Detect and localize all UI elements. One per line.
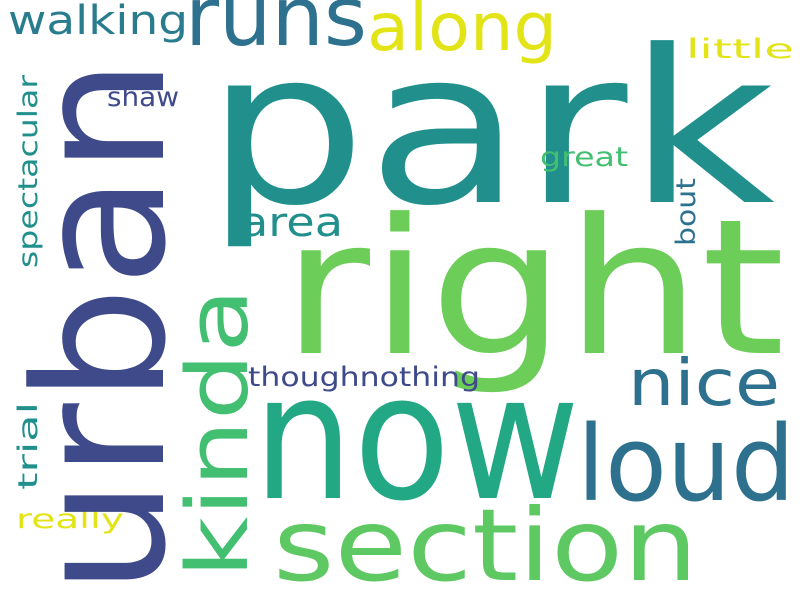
word-great: great (540, 142, 628, 173)
word-now: now (253, 337, 580, 540)
word-urban: urban (0, 58, 206, 595)
word-trial: trial (13, 402, 44, 490)
word-runs: runs (185, 0, 367, 65)
word-area: area (240, 200, 343, 246)
word-shaw: shaw (107, 82, 179, 113)
word-really: really (16, 504, 124, 535)
word-little: little (686, 34, 794, 65)
word-nice: nice (628, 347, 780, 421)
word-section: section (273, 487, 698, 600)
word-walking: walking (8, 0, 188, 44)
word-loud: loud (577, 403, 795, 525)
word-thoughnothing: thoughnothing (248, 362, 480, 393)
word-park: park (205, 5, 775, 253)
word-spectacular: spectacular (13, 74, 44, 268)
word-bout: bout (671, 178, 702, 246)
word-right: right (282, 179, 785, 398)
word-along: along (367, 0, 557, 66)
word-kinda: kinda (169, 288, 268, 578)
